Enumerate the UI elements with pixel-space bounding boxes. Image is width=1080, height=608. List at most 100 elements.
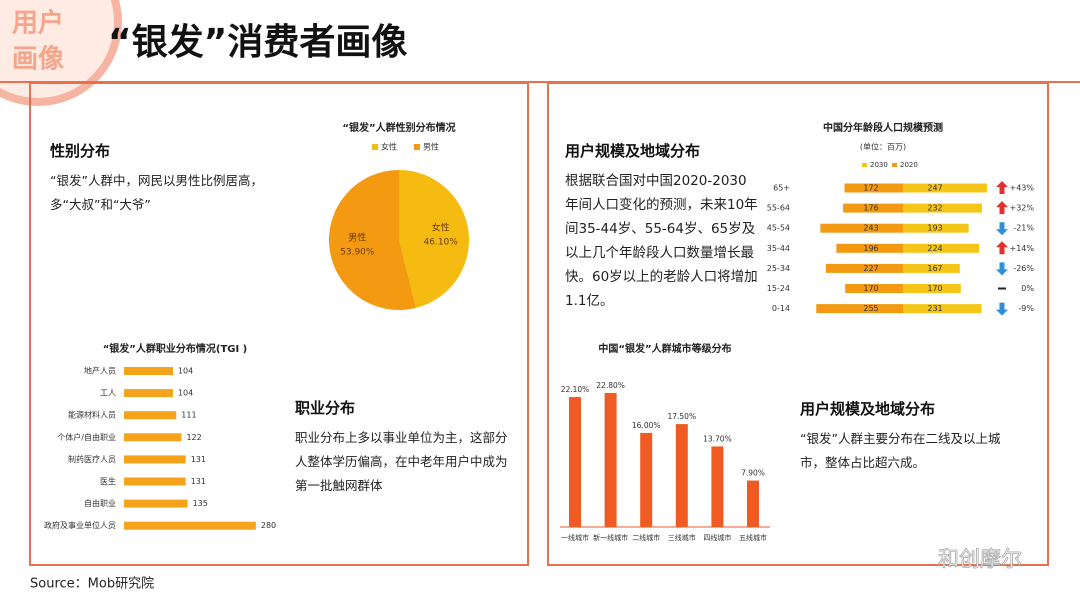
- category-label: 四线城市: [703, 533, 731, 542]
- category-label: 45-54: [767, 224, 790, 233]
- chart-title: 中国“银发”人群城市等级分布: [598, 342, 731, 355]
- heading: 职业分布: [295, 399, 356, 417]
- value-label: 135: [193, 499, 208, 508]
- heading: 用户规模及地域分布: [800, 400, 936, 418]
- pie-slice: [399, 170, 470, 308]
- bar: [124, 389, 173, 398]
- badge-text: 用户: [12, 8, 64, 39]
- category-label: 地产人员: [84, 366, 116, 376]
- bar: [124, 411, 177, 420]
- change-label: -21%: [1013, 224, 1034, 233]
- value-label: 232: [927, 204, 942, 213]
- value-label: 122: [186, 433, 201, 442]
- category-label: 工人: [100, 389, 116, 398]
- change-arrow: [996, 181, 1008, 194]
- value-label: 255: [863, 304, 878, 313]
- heading: 性别分布: [50, 142, 111, 160]
- paragraph: 根据联合国对中国2020-2030年间人口变化的预测，未来10年间35-44岁、…: [565, 173, 758, 309]
- bar: [825, 263, 903, 273]
- bar: [903, 223, 969, 233]
- value-label: 104: [178, 389, 193, 398]
- category-label: 医生: [100, 476, 116, 486]
- slice-value: 46.10%: [424, 237, 459, 247]
- panel: [29, 82, 529, 566]
- change-label: 0%: [1021, 284, 1034, 293]
- bar: [903, 304, 982, 314]
- bar: [903, 284, 961, 293]
- bar: [124, 477, 186, 486]
- value-label: 104: [178, 367, 193, 376]
- value-label: 131: [191, 477, 206, 486]
- bar: [569, 397, 581, 527]
- bar: [124, 455, 186, 464]
- value-label: 17.50%: [667, 412, 696, 421]
- badge-text: 画像: [12, 45, 65, 75]
- category-label: 个体户/自由职业: [57, 432, 116, 442]
- value-label: 193: [927, 224, 942, 233]
- page-title: “银发”消费者画像: [108, 22, 407, 63]
- value-label: 196: [863, 244, 878, 253]
- category-label: 三线城市: [668, 533, 696, 542]
- legend-swatch: [862, 163, 867, 167]
- change-arrow: [996, 222, 1008, 236]
- bar: [816, 304, 903, 314]
- category-label: 新一线城市: [593, 533, 628, 542]
- text-block: 用户规模及地域分布 “银发”人群主要分布在二线及以上城市，整体占比超六成。: [800, 398, 1015, 475]
- value-label: 167: [927, 264, 942, 273]
- heading: 用户规模及地域分布: [565, 142, 701, 160]
- bar: [124, 433, 182, 442]
- bar: [604, 392, 617, 527]
- bar: [903, 263, 960, 273]
- legend-label: 女性: [381, 142, 397, 152]
- chart-subtitle: (单位：百万): [860, 142, 906, 152]
- value-label: 13.70%: [703, 434, 732, 443]
- value-label: 22.80%: [596, 381, 625, 390]
- bar: [711, 446, 724, 527]
- change-arrow: [996, 241, 1008, 255]
- bar: [640, 432, 653, 527]
- chart-title: “银发”人群性别分布情况: [342, 121, 455, 134]
- value-label: 7.90%: [741, 469, 765, 478]
- bar: [747, 480, 759, 527]
- bar: [820, 223, 903, 233]
- change-arrow: [996, 262, 1008, 276]
- text-block: 职业分布职业分布上多以事业单位为主，这部分人整体学历偏高，在中老年用户中成为第一…: [295, 397, 517, 498]
- category-label: 0-14: [772, 304, 790, 313]
- slice-label: 女性: [432, 221, 450, 233]
- bar: [903, 243, 980, 253]
- chart-title: “银发”人群职业分布情况(TGI ): [103, 342, 248, 355]
- category-label: 25-34: [767, 264, 790, 273]
- value-label: 22.10%: [561, 385, 590, 394]
- bar: [124, 521, 256, 530]
- value-label: 227: [863, 264, 878, 273]
- category-label: 55-64: [767, 204, 790, 213]
- value-label: 247: [927, 184, 942, 193]
- bar: [124, 367, 173, 375]
- pie-slice: [329, 170, 416, 310]
- legend-swatch: [892, 163, 897, 167]
- category-label: 制药医疗人员: [68, 454, 116, 464]
- legend-label: 2030: [870, 161, 888, 169]
- bar: [124, 499, 188, 508]
- value-label: 170: [863, 284, 878, 293]
- value-label: 243: [863, 224, 878, 233]
- change-label: +43%: [1010, 184, 1035, 193]
- paragraph: 职业分布上多以事业单位为主，这部分人整体学历偏高，在中老年用户中成为第一批触网群…: [295, 430, 508, 493]
- source: Source：Mob研究院: [30, 577, 154, 592]
- paragraph: “银发”人群主要分布在二线及以上城市，整体占比超六成。: [800, 431, 1001, 470]
- category-label: 能源材料人员: [68, 410, 116, 420]
- badge-circle: [0, 0, 122, 106]
- value-label: 231: [927, 304, 942, 313]
- paragraph: “银发”人群中，网民以男性比例居高，多“大叔”和“大爷”: [50, 173, 263, 212]
- value-label: 224: [927, 244, 942, 253]
- category-label: 二线城市: [632, 533, 660, 542]
- category-label: 五线城市: [739, 533, 767, 542]
- category-label: 政府及事业单位人员: [44, 520, 116, 530]
- change-label: -9%: [1018, 304, 1034, 313]
- value-label: 280: [261, 521, 276, 530]
- change-arrow: [996, 201, 1008, 215]
- bar: [845, 284, 903, 293]
- bar: [903, 183, 987, 193]
- bar: [675, 424, 688, 527]
